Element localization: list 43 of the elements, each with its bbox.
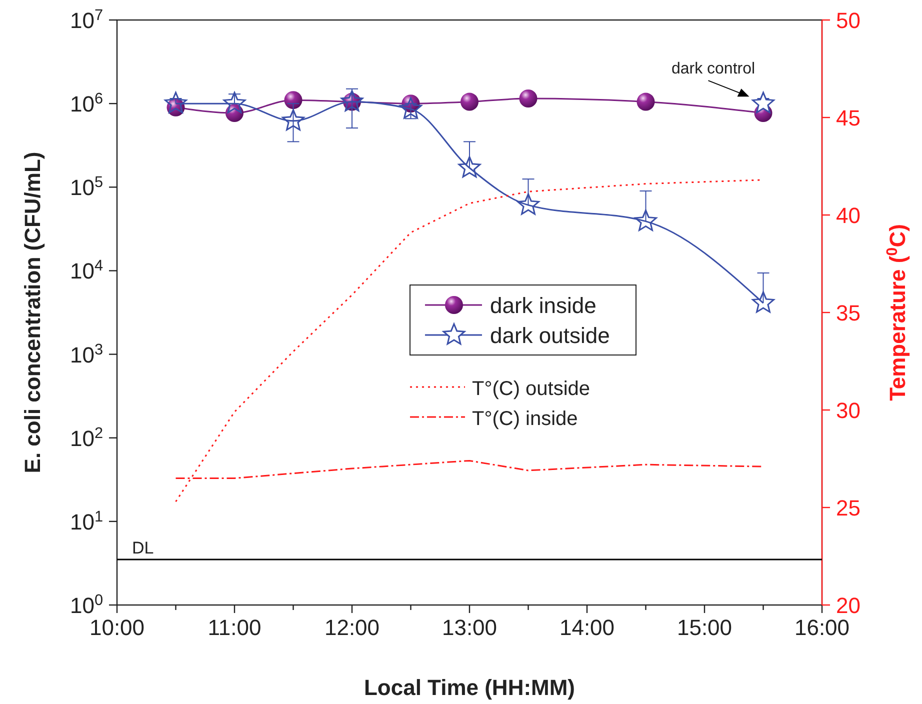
y-axis-title: E. coli concentration (CFU/mL) [20, 152, 45, 474]
point [752, 291, 774, 313]
y2-tick-label: 30 [836, 398, 860, 423]
legend-label: T°(C) inside [472, 408, 578, 430]
point [400, 97, 422, 119]
ref-line-label: DL [132, 538, 154, 558]
y2-tick-label: 35 [836, 300, 860, 326]
y-tick-label: 10$^{2}$ [70, 424, 103, 451]
legend-label: T°(C) outside [472, 378, 590, 400]
y-tick-label: 10$^{4}$ [70, 257, 104, 284]
y2-tick-label: 50 [836, 8, 860, 33]
point [460, 92, 478, 111]
x-tick-label: 16:00 [794, 615, 850, 640]
point [519, 90, 538, 108]
y-tick-label: 10$^{7}$ [70, 6, 103, 33]
point [636, 92, 655, 111]
y2-tick-label: 20 [836, 593, 860, 618]
x-axis-title: Local Time (HH:MM) [364, 675, 576, 700]
annotation: dark control [671, 60, 756, 78]
y2-tick-label: 40 [836, 203, 860, 228]
point [634, 210, 657, 231]
point [282, 109, 304, 131]
x-tick-label: 14:00 [559, 615, 615, 640]
x-tick-label: 15:00 [676, 615, 732, 640]
x-tick-label: 12:00 [324, 615, 380, 640]
y-tick-label: 10$^{6}$ [70, 90, 103, 117]
y-tick-label: 10$^{3}$ [70, 340, 103, 368]
x-tick-label: 13:00 [442, 615, 498, 640]
point [752, 92, 774, 114]
y-tick-label: 10$^{1}$ [70, 508, 103, 534]
point [517, 193, 540, 215]
y-tick-label: 10$^{5}$ [70, 174, 103, 200]
legend-label: dark inside [490, 293, 596, 318]
y2-tick-label: 25 [836, 496, 860, 520]
point [458, 156, 481, 178]
x-tick-label: 10:00 [89, 615, 145, 640]
y2-tick-label: 45 [836, 106, 860, 130]
legend-label: dark outside [490, 323, 610, 348]
point [223, 92, 246, 114]
x-tick-label: 11:00 [208, 615, 262, 640]
point [284, 91, 302, 110]
point [164, 92, 187, 114]
y-tick-label: 10$^{0}$ [70, 592, 103, 618]
